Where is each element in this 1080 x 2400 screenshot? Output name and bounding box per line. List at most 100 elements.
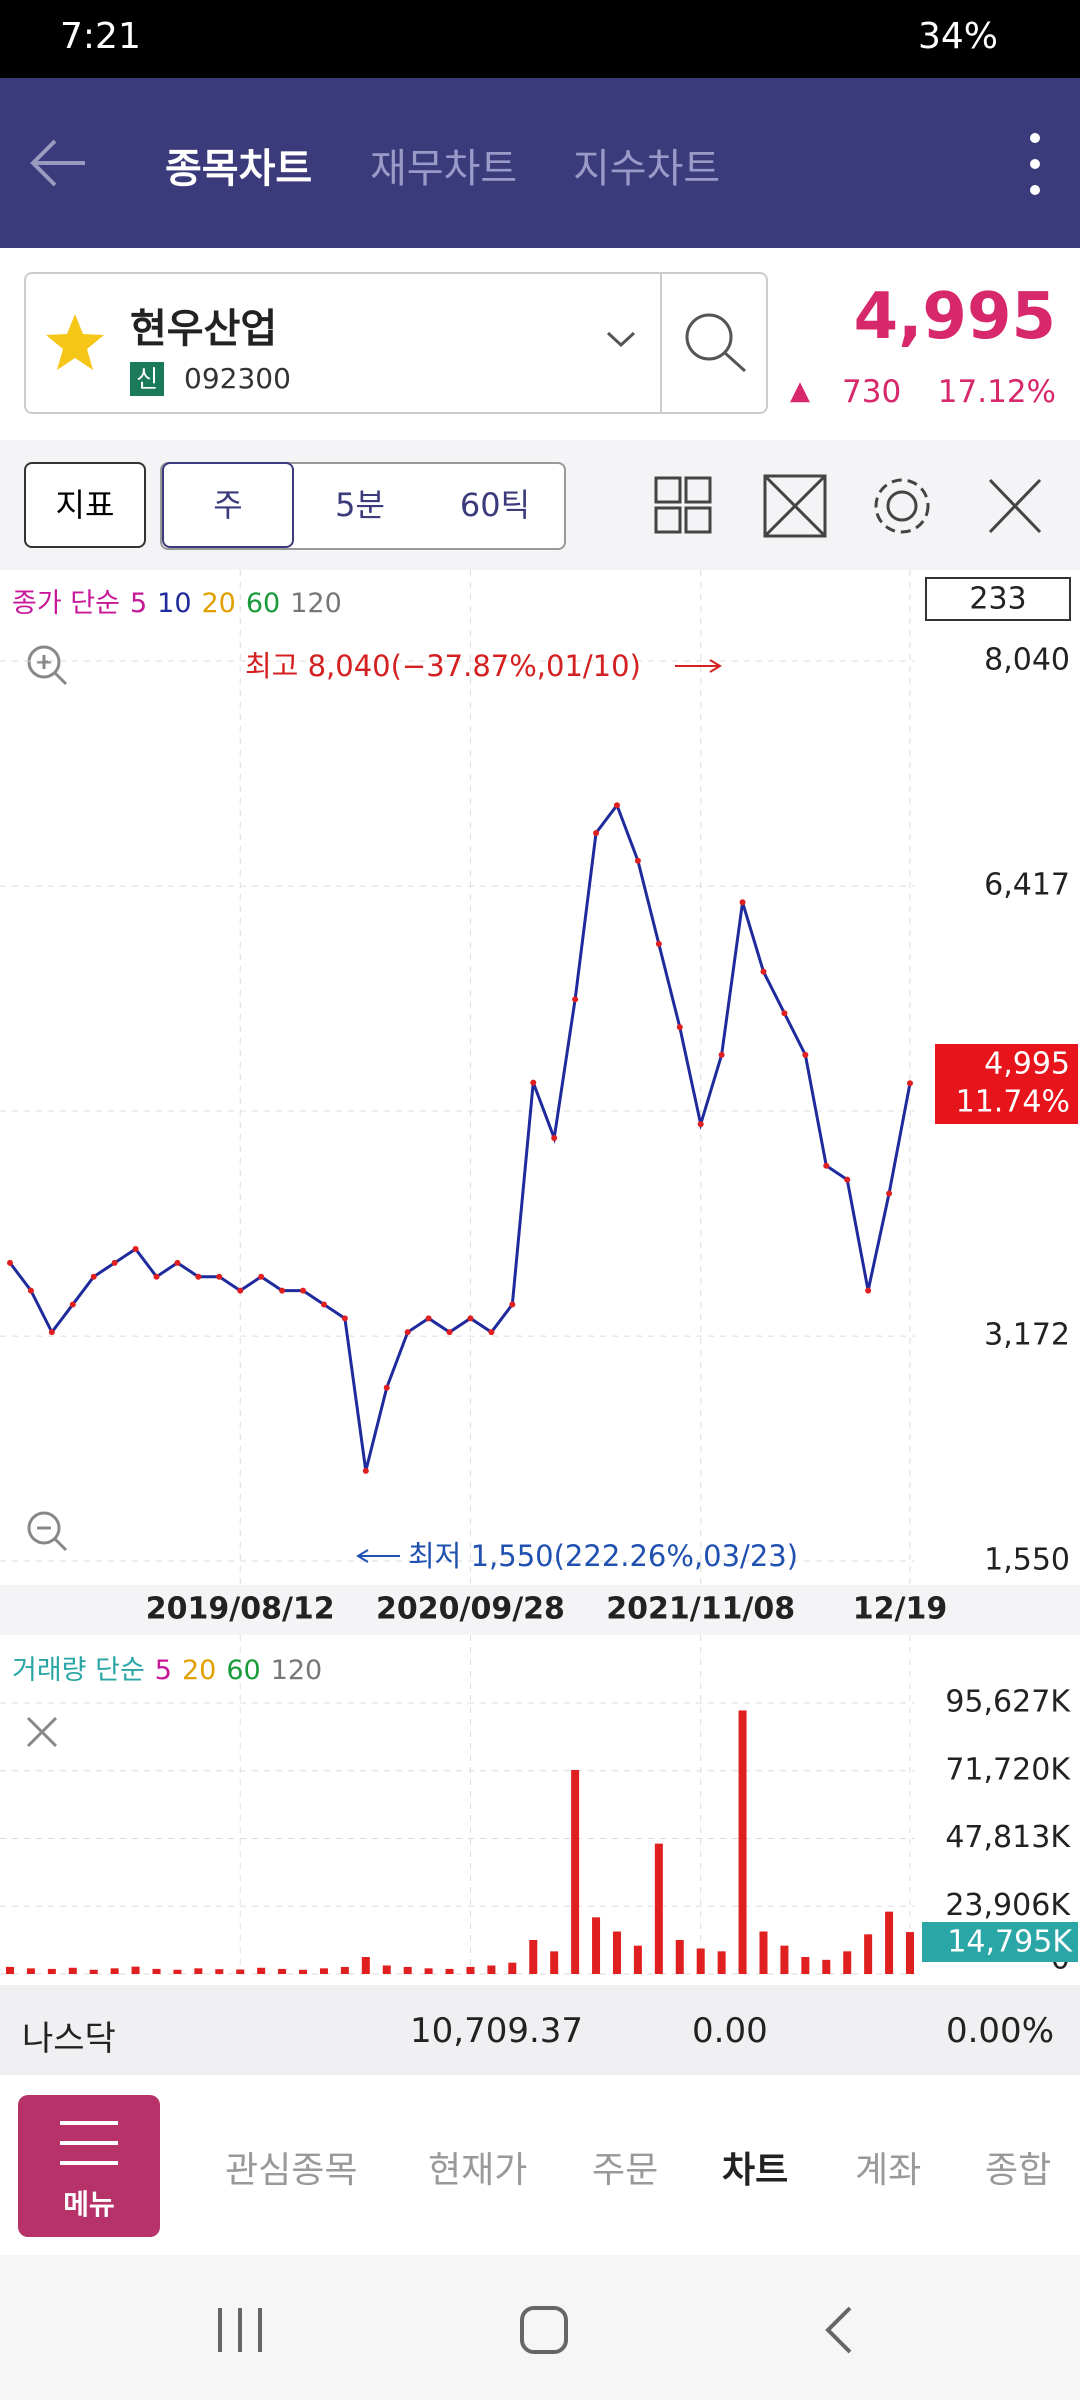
stock-name: 현우산업 [130, 306, 278, 352]
last-price-box [935, 1044, 1078, 1124]
price-point [90, 1273, 97, 1280]
y-tick-label: 1,550 [984, 1543, 1070, 1578]
count-box [925, 577, 1071, 621]
period-button[interactable]: 주 [162, 462, 294, 548]
header: 종목차트 재무차트 지수차트 [0, 78, 1080, 248]
price-point [781, 1010, 788, 1017]
legend-title: 거래량 단순 [12, 1655, 145, 1686]
price-point [530, 1079, 537, 1086]
volume-bar [654, 1843, 663, 1974]
volume-bar [131, 1966, 140, 1974]
zoom-icons[interactable] [26, 645, 68, 1748]
tab[interactable]: 지수차트 [573, 146, 721, 192]
chart: 종가 단순 5 10 20 60 120 2019/08/12 2020/09/28 2021/… [0, 570, 1080, 1977]
stock-box[interactable]: 현우산업 신 092300 [24, 272, 768, 414]
change-rate: 17.12% [937, 374, 1056, 410]
menu-tab[interactable]: 주문 [592, 2150, 659, 2191]
more-button[interactable] [1025, 128, 1045, 208]
x-tick-label: 2020/09/28 [376, 1592, 565, 1627]
price-point [593, 829, 600, 836]
index-change: 0.00 [692, 2011, 768, 2051]
price-point [488, 1329, 495, 1336]
price-point [802, 1051, 809, 1058]
volume-bar [382, 1965, 391, 1974]
legend-item: 120 [271, 1655, 323, 1686]
price-point [865, 1287, 872, 1294]
price-point [7, 1259, 13, 1266]
volume-bar [299, 1969, 308, 1974]
index-bar: 나스닥 10,709.37 0.00 0.00% [0, 1985, 1080, 2075]
indicator-button[interactable]: 지표 [24, 462, 146, 548]
x-tick-label: 12/19 [853, 1592, 947, 1627]
status-bar: 7:21 34% [0, 0, 1080, 78]
price-point [634, 857, 641, 864]
price-point [300, 1287, 307, 1294]
menu-tab[interactable]: 계좌 [855, 2150, 922, 2191]
volume-bar [6, 1966, 14, 1974]
x-tick-label: 2021/11/08 [606, 1592, 795, 1627]
tab[interactable]: 재무차트 [370, 146, 518, 192]
period-button[interactable]: 60틱 [459, 486, 531, 524]
price-point [341, 1315, 348, 1322]
menu-tab[interactable]: 차트 [722, 2150, 789, 2191]
index-name: 나스닥 [22, 2019, 116, 2059]
y-tick-label: 23,906K [945, 1888, 1071, 1923]
price-point [153, 1273, 160, 1280]
stock-code: 092300 [184, 362, 291, 395]
price-point [739, 899, 746, 906]
price-point [362, 1467, 369, 1474]
star[interactable] [44, 312, 106, 374]
volume-bar [780, 1945, 789, 1974]
volume-bar [864, 1934, 873, 1974]
price-point [174, 1259, 181, 1266]
search-button[interactable] [681, 309, 751, 379]
price-point [404, 1329, 411, 1336]
menu-icon [60, 2121, 118, 2165]
price-point [718, 1051, 725, 1058]
legend: 종가 단순 5 10 20 60 120 [12, 588, 342, 619]
menu-button[interactable]: 메뉴 [18, 2095, 160, 2237]
index-rate: 0.00% [945, 2011, 1054, 2051]
last-volume: 14,795K [947, 1925, 1073, 1960]
volume-bar [738, 1710, 747, 1974]
price-point [509, 1301, 516, 1308]
volume-bar [822, 1959, 831, 1974]
high-note: 최고 8,040(−37.87%,01/10) [245, 649, 641, 683]
low-arrow [356, 1549, 400, 1563]
dropdown[interactable] [606, 329, 636, 349]
menu-tab[interactable]: 관심종목 [225, 2150, 358, 2191]
up-arrow: ▲ [790, 376, 810, 406]
back-button[interactable] [25, 133, 95, 193]
tool-icons[interactable] [650, 470, 1070, 540]
legend-item: 60 [246, 588, 280, 619]
legend-item: 20 [202, 588, 236, 619]
volume-bar [906, 1932, 914, 1974]
volume-bar [466, 1966, 475, 1974]
price-point [907, 1080, 913, 1087]
volume-bar [89, 1969, 98, 1974]
y-tick-label: 3,172 [984, 1318, 1070, 1353]
menu-tab[interactable]: 종합 [985, 2150, 1052, 2191]
nav-icons[interactable] [210, 2300, 870, 2360]
legend-title: 종가 단순 [12, 588, 120, 619]
period-button[interactable]: 5분 [335, 486, 385, 524]
volume-bar [612, 1931, 621, 1974]
menu-tab[interactable]: 현재가 [428, 2150, 528, 2191]
price-point [760, 968, 767, 975]
tab[interactable]: 종목차트 [165, 146, 313, 192]
price-point [279, 1287, 286, 1294]
y-tick-label: 6,417 [984, 868, 1070, 903]
price-point [48, 1329, 55, 1336]
price-point [320, 1301, 327, 1308]
price-point [697, 1121, 704, 1128]
volume-bar [675, 1939, 684, 1974]
legend: 거래량 단순 5 20 60 120 [12, 1655, 322, 1686]
legend-item: 5 [155, 1655, 172, 1686]
volume-bar [696, 1948, 705, 1974]
volume-bar [759, 1931, 768, 1974]
change: 730 [842, 374, 902, 410]
date-axis-bar [0, 1585, 1080, 1635]
legend-item: 10 [157, 588, 191, 619]
menu-label: 메뉴 [63, 2188, 115, 2221]
